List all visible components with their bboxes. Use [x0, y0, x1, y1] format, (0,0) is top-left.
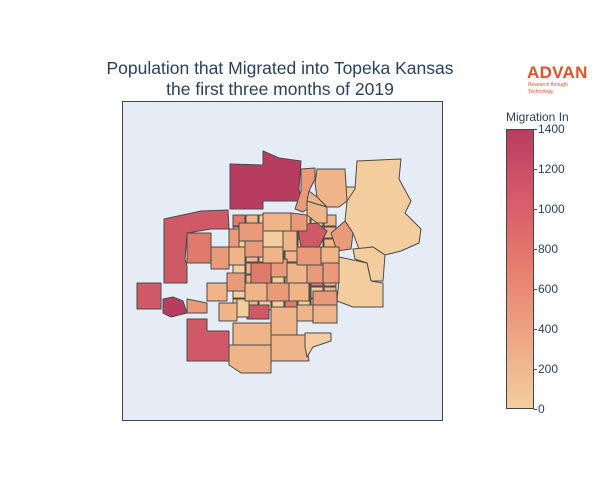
choropleth-map[interactable] [123, 102, 444, 422]
map-title-line-1: Population that Migrated into Topeka Kan… [106, 58, 454, 78]
map-region[interactable] [136, 282, 162, 310]
map-area[interactable] [122, 101, 443, 421]
colorbar-tickmark-1400 [534, 129, 537, 130]
colorbar-tickmark-800 [534, 249, 537, 250]
map-region[interactable] [322, 262, 340, 284]
map-region[interactable] [290, 212, 308, 232]
map-region[interactable] [336, 256, 384, 308]
colorbar-tickmark-1200 [534, 169, 537, 170]
colorbar-tick-1400: 1400 [538, 122, 565, 136]
map-region[interactable] [186, 298, 208, 314]
map-region[interactable] [246, 304, 270, 320]
map-region[interactable] [270, 306, 298, 336]
colorbar-tickmark-400 [534, 329, 537, 330]
map-region[interactable] [186, 318, 230, 362]
map-region[interactable] [282, 230, 298, 252]
map-region[interactable] [288, 282, 310, 302]
colorbar-tickmark-200 [534, 369, 537, 370]
map-region[interactable] [320, 246, 340, 264]
map-region[interactable] [228, 246, 246, 266]
logo-tagline: Research through Technology [528, 82, 568, 95]
map-region[interactable] [262, 212, 292, 232]
map-region[interactable] [352, 246, 386, 282]
map-region[interactable] [262, 246, 284, 264]
map-region[interactable] [229, 150, 302, 210]
map-region[interactable] [162, 296, 188, 318]
map-region[interactable] [304, 332, 332, 358]
map-region[interactable] [210, 246, 230, 270]
colorbar-tick-800: 800 [538, 242, 559, 256]
logo-wordmark: ADVAN [527, 63, 588, 82]
map-region[interactable] [296, 246, 322, 266]
map-region[interactable] [262, 230, 284, 248]
colorbar-tickmark-0 [534, 409, 537, 410]
map-title-line-2: the first three months of 2019 [166, 79, 394, 99]
map-region[interactable] [206, 282, 228, 302]
map-region[interactable] [314, 168, 348, 208]
map-region[interactable] [270, 334, 310, 362]
map-region[interactable] [312, 304, 338, 324]
advan-logo: ADVAN Research through Technology [527, 63, 593, 96]
colorbar-tick-600: 600 [538, 282, 559, 296]
map-region[interactable] [244, 240, 264, 258]
map-region[interactable] [236, 298, 250, 318]
map-region[interactable] [266, 282, 290, 302]
map-region[interactable] [250, 262, 272, 284]
map-region[interactable] [226, 272, 246, 292]
map-region[interactable] [218, 302, 238, 322]
colorbar-tick-0: 0 [538, 402, 545, 416]
map-region[interactable] [306, 190, 328, 208]
map-region[interactable] [286, 262, 308, 284]
colorbar-tick-400: 400 [538, 322, 559, 336]
colorbar [506, 129, 534, 409]
colorbar-tickmark-600 [534, 289, 537, 290]
colorbar-title: Migration In [506, 110, 569, 124]
colorbar-tick-200: 200 [538, 362, 559, 376]
map-region[interactable] [232, 322, 272, 346]
map-region[interactable] [306, 264, 324, 284]
map-title: Population that Migrated into Topeka Kan… [60, 58, 500, 100]
colorbar-tickmark-1000 [534, 209, 537, 210]
map-region[interactable] [186, 232, 212, 264]
map-region[interactable] [228, 344, 272, 374]
map-region[interactable] [344, 158, 422, 256]
map-region[interactable] [228, 228, 240, 248]
colorbar-tick-1000: 1000 [538, 202, 565, 216]
map-region[interactable] [238, 222, 264, 242]
map-region[interactable] [312, 290, 338, 306]
map-region[interactable] [296, 304, 314, 322]
map-region[interactable] [244, 282, 268, 302]
colorbar-tick-1200: 1200 [538, 162, 565, 176]
map-region[interactable] [330, 220, 354, 252]
